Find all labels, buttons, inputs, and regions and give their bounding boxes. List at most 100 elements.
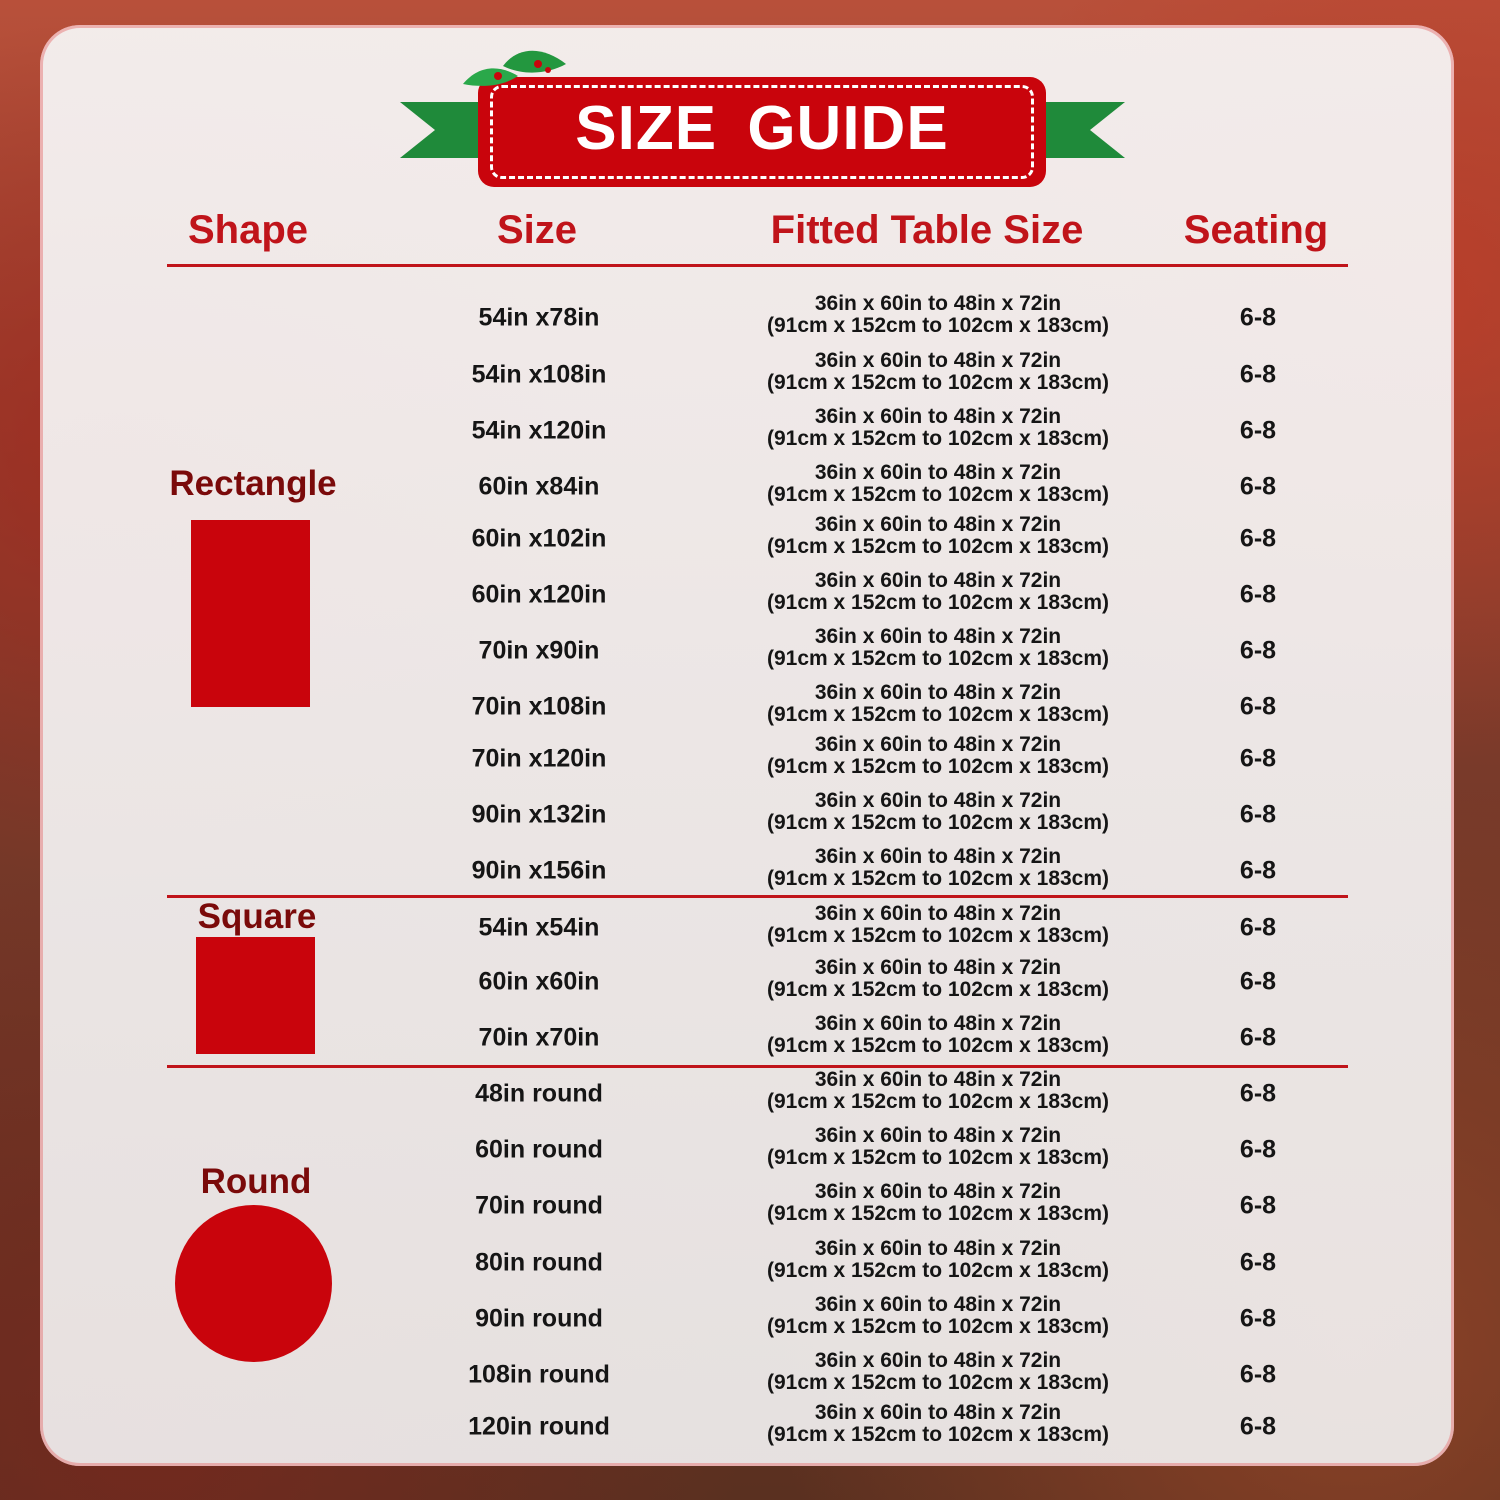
fitted-size-cm: (91cm x 152cm to 102cm x 183cm): [766, 1423, 1110, 1446]
seating-cell: 6-8: [1239, 580, 1277, 609]
size-cell: 54in x78in: [478, 303, 600, 332]
seating-cell: 6-8: [1239, 856, 1277, 885]
fitted-size-cell: 36in x 60in to 48in x 72in (91cm x 152cm …: [767, 1125, 1109, 1169]
shape-label-round: Round: [200, 1162, 312, 1201]
fitted-size-cell: 36in x 60in to 48in x 72in (91cm x 152cm …: [767, 293, 1109, 337]
seating-cell: 6-8: [1239, 1360, 1277, 1389]
fitted-size-cell: 36in x 60in to 48in x 72in (91cm x 152cm …: [767, 406, 1109, 450]
fitted-size-cell: 36in x 60in to 48in x 72in (91cm x 152cm …: [767, 1181, 1109, 1225]
fitted-size-cm: (91cm x 152cm to 102cm x 183cm): [766, 591, 1110, 614]
shape-label-square: Square: [197, 897, 317, 936]
fitted-size-cell: 36in x 60in to 48in x 72in (91cm x 152cm …: [767, 1238, 1109, 1282]
fitted-size-inches: 36in x 60in to 48in x 72in: [814, 569, 1062, 592]
size-cell: 120in round: [468, 1412, 610, 1441]
header-divider: [167, 264, 1348, 267]
size-cell: 90in round: [475, 1304, 603, 1333]
seating-cell: 6-8: [1239, 472, 1277, 501]
size-cell: 80in round: [475, 1248, 603, 1277]
fitted-size-inches: 36in x 60in to 48in x 72in: [814, 1180, 1062, 1203]
group-divider: [167, 1065, 1348, 1068]
size-cell: 54in x108in: [471, 360, 607, 389]
size-cell: 70in x90in: [478, 636, 600, 665]
seating-cell: 6-8: [1239, 967, 1277, 996]
fitted-size-cm: (91cm x 152cm to 102cm x 183cm): [766, 1202, 1110, 1225]
circle-icon: [175, 1205, 332, 1362]
fitted-size-cm: (91cm x 152cm to 102cm x 183cm): [766, 755, 1110, 778]
size-cell: 60in x84in: [478, 472, 600, 501]
seating-cell: 6-8: [1239, 1135, 1277, 1164]
seating-cell: 6-8: [1239, 1079, 1277, 1108]
fitted-size-cm: (91cm x 152cm to 102cm x 183cm): [766, 1146, 1110, 1169]
fitted-size-inches: 36in x 60in to 48in x 72in: [814, 625, 1062, 648]
fitted-size-cell: 36in x 60in to 48in x 72in (91cm x 152cm …: [767, 790, 1109, 834]
fitted-size-inches: 36in x 60in to 48in x 72in: [814, 349, 1062, 372]
fitted-size-cm: (91cm x 152cm to 102cm x 183cm): [766, 811, 1110, 834]
seating-cell: 6-8: [1239, 744, 1277, 773]
title-banner: SIZE GUIDE: [478, 77, 1046, 187]
banner-stitching: [490, 85, 1034, 179]
fitted-size-cell: 36in x 60in to 48in x 72in (91cm x 152cm …: [767, 903, 1109, 947]
fitted-size-cm: (91cm x 152cm to 102cm x 183cm): [766, 1034, 1110, 1057]
fitted-size-cm: (91cm x 152cm to 102cm x 183cm): [766, 703, 1110, 726]
fitted-size-inches: 36in x 60in to 48in x 72in: [814, 789, 1062, 812]
fitted-size-inches: 36in x 60in to 48in x 72in: [814, 1293, 1062, 1316]
header-shape: Shape: [187, 208, 309, 252]
size-cell: 54in x54in: [478, 913, 600, 942]
seating-cell: 6-8: [1239, 416, 1277, 445]
size-cell: 70in x108in: [471, 692, 607, 721]
seating-cell: 6-8: [1239, 1412, 1277, 1441]
seating-cell: 6-8: [1239, 692, 1277, 721]
header-seating: Seating: [1183, 208, 1329, 252]
fitted-size-cm: (91cm x 152cm to 102cm x 183cm): [766, 371, 1110, 394]
fitted-size-cm: (91cm x 152cm to 102cm x 183cm): [766, 924, 1110, 947]
fitted-size-cell: 36in x 60in to 48in x 72in (91cm x 152cm …: [767, 1294, 1109, 1338]
fitted-size-cell: 36in x 60in to 48in x 72in (91cm x 152cm …: [767, 1069, 1109, 1113]
size-cell: 90in x132in: [471, 800, 607, 829]
fitted-size-cell: 36in x 60in to 48in x 72in (91cm x 152cm …: [767, 626, 1109, 670]
fitted-size-cm: (91cm x 152cm to 102cm x 183cm): [766, 1090, 1110, 1113]
fitted-size-cm: (91cm x 152cm to 102cm x 183cm): [766, 867, 1110, 890]
seating-cell: 6-8: [1239, 800, 1277, 829]
size-cell: 60in x60in: [478, 967, 600, 996]
size-cell: 70in x70in: [478, 1023, 600, 1052]
fitted-size-inches: 36in x 60in to 48in x 72in: [814, 461, 1062, 484]
fitted-size-cell: 36in x 60in to 48in x 72in (91cm x 152cm …: [767, 1402, 1109, 1446]
seating-cell: 6-8: [1239, 303, 1277, 332]
fitted-size-inches: 36in x 60in to 48in x 72in: [814, 733, 1062, 756]
fitted-size-cell: 36in x 60in to 48in x 72in (91cm x 152cm …: [767, 514, 1109, 558]
fitted-size-inches: 36in x 60in to 48in x 72in: [814, 1012, 1062, 1035]
seating-cell: 6-8: [1239, 1023, 1277, 1052]
fitted-size-cell: 36in x 60in to 48in x 72in (91cm x 152cm …: [767, 957, 1109, 1001]
seating-cell: 6-8: [1239, 524, 1277, 553]
size-cell: 48in round: [475, 1079, 603, 1108]
fitted-size-inches: 36in x 60in to 48in x 72in: [814, 902, 1062, 925]
fitted-size-cm: (91cm x 152cm to 102cm x 183cm): [766, 483, 1110, 506]
shape-label-rectangle: Rectangle: [169, 464, 337, 503]
seating-cell: 6-8: [1239, 636, 1277, 665]
fitted-size-cm: (91cm x 152cm to 102cm x 183cm): [766, 314, 1110, 337]
fitted-size-inches: 36in x 60in to 48in x 72in: [814, 405, 1062, 428]
seating-cell: 6-8: [1239, 1304, 1277, 1333]
fitted-size-cm: (91cm x 152cm to 102cm x 183cm): [766, 1259, 1110, 1282]
fitted-size-cm: (91cm x 152cm to 102cm x 183cm): [766, 647, 1110, 670]
header-fitted-table-size: Fitted Table Size: [770, 208, 1084, 252]
fitted-size-cell: 36in x 60in to 48in x 72in (91cm x 152cm …: [767, 846, 1109, 890]
fitted-size-inches: 36in x 60in to 48in x 72in: [814, 681, 1062, 704]
fitted-size-inches: 36in x 60in to 48in x 72in: [814, 513, 1062, 536]
fitted-size-inches: 36in x 60in to 48in x 72in: [814, 1349, 1062, 1372]
fitted-size-inches: 36in x 60in to 48in x 72in: [814, 1124, 1062, 1147]
fitted-size-cm: (91cm x 152cm to 102cm x 183cm): [766, 535, 1110, 558]
fitted-size-inches: 36in x 60in to 48in x 72in: [814, 1401, 1062, 1424]
fitted-size-cm: (91cm x 152cm to 102cm x 183cm): [766, 978, 1110, 1001]
header-size: Size: [496, 208, 578, 252]
fitted-size-cell: 36in x 60in to 48in x 72in (91cm x 152cm …: [767, 570, 1109, 614]
fitted-size-cell: 36in x 60in to 48in x 72in (91cm x 152cm …: [767, 1350, 1109, 1394]
size-cell: 60in round: [475, 1135, 603, 1164]
size-cell: 70in round: [475, 1191, 603, 1220]
size-cell: 70in x120in: [471, 744, 607, 773]
seating-cell: 6-8: [1239, 1248, 1277, 1277]
fitted-size-inches: 36in x 60in to 48in x 72in: [814, 1068, 1062, 1091]
holly-icon: [463, 50, 566, 86]
fitted-size-cell: 36in x 60in to 48in x 72in (91cm x 152cm …: [767, 682, 1109, 726]
seating-cell: 6-8: [1239, 1191, 1277, 1220]
